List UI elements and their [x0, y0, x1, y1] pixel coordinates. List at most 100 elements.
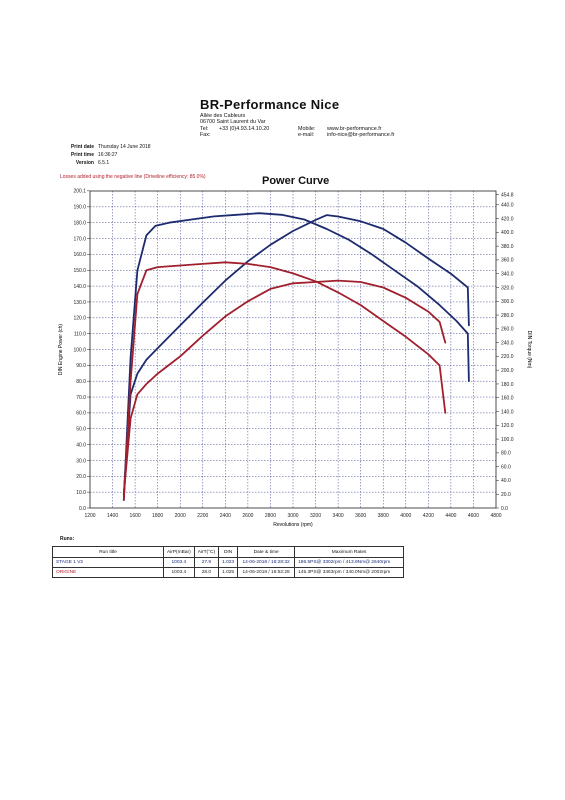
col-date-time: Date & time — [237, 546, 296, 558]
address-line-1: Allée des Cableurs — [200, 113, 246, 119]
din-factor: 1.023 — [218, 557, 239, 568]
y-right-tick-label: 400.0 — [501, 230, 514, 236]
y-left-tick-label: 140.0 — [73, 284, 86, 290]
col-max-rates: Maximum Rates — [294, 546, 405, 558]
runs-header-row: Run title AirP(mBar) AirT(°C) DIN Date &… — [52, 546, 405, 558]
air-temp: 28.0 — [193, 567, 220, 578]
y-axis-right-label: DIN Torque (Nm) — [526, 331, 532, 369]
y-left-tick-label: 130.0 — [73, 300, 86, 306]
x-tick-label: 4200 — [423, 513, 434, 519]
date-time: 14-06-2018 / 16:28:32 — [237, 557, 296, 568]
table-row: ORIGINE 1003.4 28.0 1.025 14-06-2018 / 1… — [52, 567, 405, 578]
y-right-tick-label: 240.0 — [501, 340, 514, 346]
col-din: DIN — [218, 546, 239, 558]
x-tick-label: 3000 — [287, 513, 298, 519]
x-axis-label: Revolutions (rpm) — [273, 522, 313, 528]
y-right-tick-label: 454.8 — [501, 192, 514, 198]
y-right-tick-label: 420.0 — [501, 216, 514, 222]
run-title: ORIGINE — [52, 567, 164, 578]
runs-label: Runs: — [60, 536, 75, 542]
chart-grid — [90, 191, 496, 508]
y-left-tick-label: 100.0 — [73, 347, 86, 353]
x-tick-label: 3600 — [355, 513, 366, 519]
runs-table: Run title AirP(mBar) AirT(°C) DIN Date &… — [52, 546, 405, 578]
maximum-rates: 145.3PS@ 3463rpm / 340.0Nm@ 2002rpm — [294, 567, 405, 578]
tel-label: Tel: — [200, 126, 209, 132]
y-right-tick-label: 220.0 — [501, 354, 514, 360]
y-right-tick-label: 120.0 — [501, 423, 514, 429]
y-right-tick-label: 0.0 — [501, 506, 508, 512]
y-right-tick-label: 180.0 — [501, 382, 514, 388]
origine-torque-line — [122, 279, 447, 496]
run-title: STAGE 1 V2 — [52, 557, 164, 568]
y-left-tick-label: 70.0 — [76, 395, 86, 401]
x-tick-label: 3200 — [310, 513, 321, 519]
x-tick-labels: 1200 1400 1600 1800 2000 2200 2400 2600 2800 3000… — [84, 513, 501, 519]
y-left-tick-label: 160.0 — [73, 252, 86, 258]
maximum-rates: 186.5PS@ 3302rpm / 413.9Nm@ 2640rpm — [294, 557, 405, 568]
address-line-2: 06700 Saint Laurent du Var — [200, 119, 266, 125]
y-right-tick-label: 140.0 — [501, 409, 514, 415]
x-tick-label: 2400 — [220, 513, 231, 519]
website: www.br-performance.fr — [327, 126, 382, 132]
x-tick-label: 2600 — [242, 513, 253, 519]
x-tick-label: 1600 — [130, 513, 141, 519]
y-right-tick-labels: 0.0 20.0 40.0 60.0 80.0 100.0 120.0 140.0 160.0 1… — [496, 192, 514, 512]
x-tick-label: 4800 — [490, 513, 501, 519]
y-left-tick-label: 190.0 — [73, 205, 86, 211]
y-left-tick-label: 60.0 — [76, 411, 86, 417]
y-right-tick-label: 280.0 — [501, 313, 514, 319]
print-time: 16:36:27 — [98, 152, 118, 158]
y-left-tick-label: 10.0 — [76, 490, 86, 496]
y-right-tick-label: 20.0 — [501, 492, 511, 498]
company-name: BR-Performance Nice — [200, 97, 340, 112]
x-tick-label: 3800 — [378, 513, 389, 519]
email-address: info-nice@br-performance.fr — [327, 132, 395, 138]
stage1-power-line — [122, 212, 470, 502]
y-right-tick-label: 160.0 — [501, 396, 514, 402]
y-left-tick-label: 200.1 — [73, 189, 86, 195]
y-left-tick-label: 180.0 — [73, 221, 86, 227]
air-pressure: 1003.4 — [163, 557, 195, 568]
y-right-tick-label: 200.0 — [501, 368, 514, 374]
version-number: 6.5.1 — [98, 160, 110, 166]
date-time: 14-06-2018 / 16:52:28 — [237, 567, 296, 578]
x-tick-label: 4400 — [445, 513, 456, 519]
x-tick-label: 3400 — [333, 513, 344, 519]
y-right-tick-label: 40.0 — [501, 478, 511, 484]
x-tick-label: 1800 — [152, 513, 163, 519]
print-time-label: Print time — [70, 152, 94, 158]
y-left-tick-label: 30.0 — [76, 458, 86, 464]
y-right-tick-label: 360.0 — [501, 258, 514, 264]
mobile-label: Mobile: — [298, 126, 316, 132]
y-left-tick-labels: 0.0 10.0 20.0 30.0 40.0 50.0 60.0 70.0 80.0 90.0 1… — [73, 189, 90, 512]
print-date: Thursday 14 June 2018 — [98, 144, 151, 150]
chart-title: Power Curve — [262, 175, 330, 187]
x-tick-label: 1200 — [84, 513, 95, 519]
y-left-tick-label: 80.0 — [76, 379, 86, 385]
y-right-tick-label: 380.0 — [501, 244, 514, 250]
y-left-tick-label: 120.0 — [73, 316, 86, 322]
stage1-torque-line — [122, 214, 470, 496]
col-run-title: Run title — [52, 546, 164, 558]
y-left-tick-label: 0.0 — [79, 506, 86, 512]
y-right-tick-label: 80.0 — [501, 451, 511, 457]
x-tick-label: 2800 — [265, 513, 276, 519]
y-right-tick-label: 340.0 — [501, 271, 514, 277]
x-tick-label: 2200 — [197, 513, 208, 519]
print-date-label: Print date — [70, 144, 94, 150]
x-tick-label: 4600 — [468, 513, 479, 519]
email-label: e-mail: — [298, 132, 315, 138]
x-tick-label: 1400 — [107, 513, 118, 519]
y-left-tick-label: 40.0 — [76, 442, 86, 448]
chart-series — [122, 212, 470, 502]
air-temp: 27.9 — [193, 557, 220, 568]
din-factor: 1.025 — [218, 567, 239, 578]
y-right-tick-label: 100.0 — [501, 437, 514, 443]
table-row: STAGE 1 V2 1003.4 27.9 1.023 14-06-2018 … — [52, 557, 405, 568]
y-left-tick-label: 50.0 — [76, 427, 86, 433]
tel-number: +33 (0)4.93.14.10.20 — [219, 126, 270, 132]
x-tick-label: 2000 — [175, 513, 186, 519]
